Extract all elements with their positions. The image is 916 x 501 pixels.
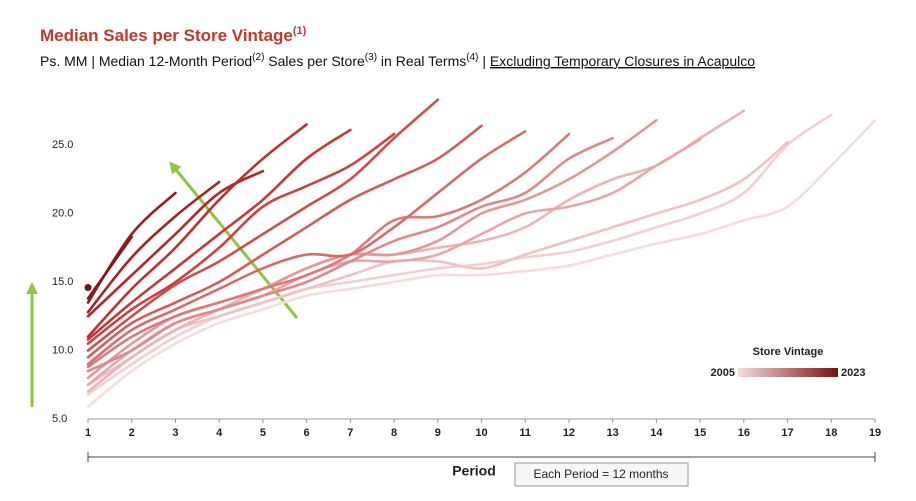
legend-end: 2023 [841, 367, 865, 379]
subtitle-part: Excluding Temporary Closures in Acapulco [490, 53, 755, 69]
x-tick-label: 7 [347, 427, 353, 439]
series-line [86, 180, 221, 314]
series-line [86, 132, 396, 345]
note-box [514, 462, 689, 487]
x-axis-label: Period [452, 463, 496, 479]
series-line [86, 124, 483, 359]
subtitle-part: (2) [252, 52, 264, 63]
subtitle-part: Sales per Store [264, 53, 365, 69]
x-tick-label: 5 [260, 427, 266, 439]
x-tick-label: 1 [85, 427, 91, 439]
series-line [86, 128, 352, 341]
subtitle-part: (4) [466, 52, 478, 63]
x-note: Each Period = 12 months [533, 467, 668, 481]
series-line [86, 123, 308, 339]
series-line [86, 136, 614, 373]
x-tick-label: 12 [563, 427, 575, 439]
legend-gradient [738, 368, 838, 377]
x-tick-label: 2 [129, 427, 135, 439]
chart-title: Median Sales per Store Vintage(1) [40, 25, 307, 46]
point [84, 283, 92, 291]
x-tick-label: 10 [475, 427, 487, 439]
x-tick-label: 9 [435, 427, 441, 439]
series-line [86, 109, 746, 393]
subtitle-part: Ps. MM | Median 12-Month Period [40, 53, 252, 69]
series-line [86, 132, 571, 369]
x-tick-label: 17 [781, 427, 793, 439]
x-tick-label: 14 [650, 427, 663, 439]
x-tick-label: 3 [172, 427, 178, 439]
series-line [86, 235, 134, 300]
title-note: (1) [293, 25, 307, 37]
y-tick-label: 15.0 [52, 276, 73, 288]
x-tick-label: 8 [391, 427, 397, 439]
y-tick-label: 10.0 [52, 344, 73, 356]
series-line [86, 140, 789, 387]
x-tick-label: 15 [694, 427, 706, 439]
series-line [86, 98, 440, 352]
subtitle-part: in Real Terms [377, 53, 466, 69]
legend-title: Store Vintage [753, 346, 824, 358]
series-line [86, 113, 833, 396]
y-tick-label: 5.0 [52, 413, 67, 425]
subtitle-part: (3) [365, 52, 377, 63]
x-tick-label: 4 [216, 427, 223, 439]
x-tick-label: 6 [304, 427, 310, 439]
y-tick-label: 20.0 [52, 207, 73, 219]
x-tick-label: 13 [607, 427, 619, 439]
series-line [86, 119, 877, 408]
y-tick-label: 25.0 [52, 139, 73, 151]
subtitle: Ps. MM | Median 12-Month Period(2) Sales… [40, 52, 755, 69]
x-tick-label: 16 [738, 427, 750, 439]
x-tick-label: 11 [519, 427, 531, 439]
series-line [86, 169, 265, 318]
x-tick-label: 19 [869, 427, 881, 439]
title-text: Median Sales per Store Vintage [40, 26, 293, 45]
legend-start: 2005 [711, 367, 735, 379]
series-line [86, 130, 527, 366]
x-tick-label: 18 [825, 427, 837, 439]
subtitle-part: | [478, 53, 489, 69]
